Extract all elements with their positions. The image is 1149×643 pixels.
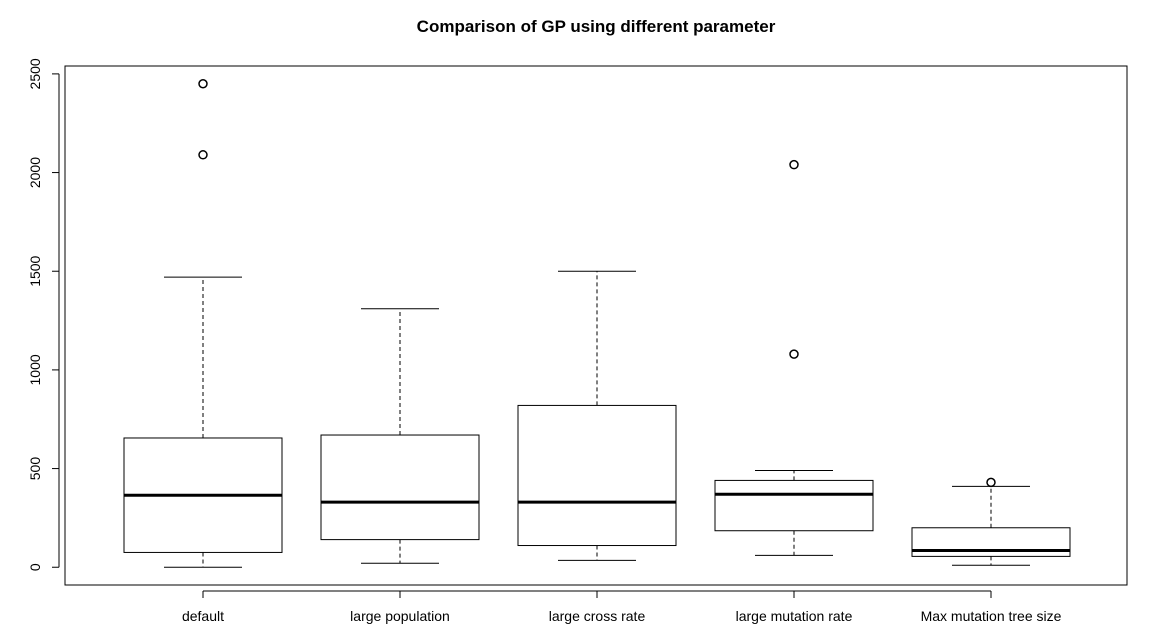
boxplot-series	[123, 79, 1071, 568]
chart-title: Comparison of GP using different paramet…	[417, 17, 776, 36]
y-axis: 0 500 1000 1500 2000 2500	[27, 58, 60, 571]
outlier-point	[789, 349, 799, 359]
box-large-mutation-rate	[714, 159, 874, 556]
y-tick-label: 1000	[27, 354, 43, 385]
box-large-cross-rate	[517, 270, 677, 561]
iqr-box	[517, 404, 677, 547]
x-tick-label: large population	[350, 608, 450, 624]
y-tick-label: 1500	[27, 255, 43, 286]
y-tick-label: 2000	[27, 157, 43, 188]
x-axis: default large population large cross rate l…	[182, 590, 1062, 624]
y-tick-label: 0	[27, 563, 43, 571]
x-tick-label: large mutation rate	[736, 608, 853, 624]
iqr-box	[911, 527, 1071, 557]
plot-frame	[64, 65, 1128, 586]
box-large-population	[320, 308, 480, 564]
iqr-box	[714, 479, 874, 532]
y-tick-label: 2500	[27, 58, 43, 89]
x-tick-label: large cross rate	[549, 608, 646, 624]
outlier-point	[986, 477, 996, 488]
outlier-point	[198, 150, 208, 160]
box-default	[123, 79, 283, 568]
x-tick-label: Max mutation tree size	[921, 608, 1062, 624]
y-tick-label: 500	[27, 457, 43, 481]
iqr-box	[320, 434, 480, 541]
outlier-point	[198, 79, 208, 89]
box-max-mutation-tree-size	[911, 477, 1071, 566]
x-tick-label: default	[182, 608, 224, 624]
outlier-point	[789, 159, 799, 170]
